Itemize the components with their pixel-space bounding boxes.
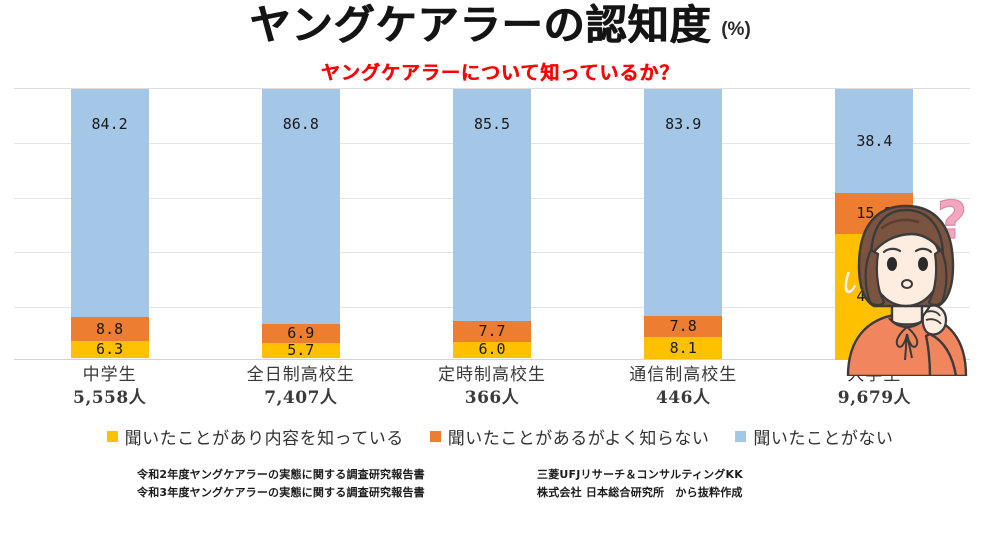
bar-value-label: 5.7	[287, 342, 315, 359]
bar-column: 85.5 7.7 6.0	[396, 89, 587, 360]
category-name: 中学生	[82, 365, 137, 385]
legend-swatch-icon	[429, 431, 441, 442]
bar-value-label: 6.0	[478, 341, 506, 358]
bar-segment[interactable]: 6.9	[261, 324, 340, 343]
footnote-source: 令和2年度ヤングケアラーの実態に関する調査研究報告書	[137, 468, 425, 481]
bar-group: 84.2 8.8 6.3 86.8 6.9 5.7 85.5 7.7 6.0 83.9 7.8 8.1…	[14, 89, 970, 360]
category-name: 全日制高校生	[246, 365, 355, 385]
bar-value-label: 84.2	[91, 115, 128, 133]
category-count: 366人	[464, 387, 520, 408]
category-count: 7,407人	[264, 387, 338, 408]
puzzled-girl-illustration: ?	[826, 190, 986, 378]
bar-segment[interactable]: 84.2	[70, 89, 149, 318]
bar-segment[interactable]: 7.8	[644, 316, 723, 338]
bar-segment[interactable]: 6.3	[70, 341, 149, 359]
stacked-bar[interactable]: 86.8 6.9 5.7	[261, 89, 340, 360]
category-count: 9,679人	[837, 387, 912, 408]
bar-value-label: 86.8	[282, 115, 319, 133]
bar-segment[interactable]: 5.7	[261, 342, 340, 359]
bar-segment[interactable]: 86.8	[261, 89, 340, 325]
bar-segment[interactable]: 85.5	[453, 89, 531, 321]
category-count: 5,558人	[72, 387, 147, 408]
bar-segment[interactable]: 8.1	[644, 337, 723, 360]
bar-value-label: 6.9	[287, 324, 315, 343]
bar-value-label: 6.3	[96, 341, 124, 359]
page-title: ヤングケアラーの認知度	[249, 1, 712, 49]
footnote-block: 令和2年度ヤングケアラーの実態に関する調査研究報告書 三菱UFJリサーチ＆コンサル…	[0, 466, 1000, 500]
footnote-organization: 株式会社 日本総合研究所 から抜粋作成	[537, 486, 743, 499]
category-name: 通信制高校生	[629, 365, 738, 385]
legend-item[interactable]: 聞いたことがない	[735, 424, 893, 449]
title-row: ヤングケアラーの認知度 (%)	[0, 1, 1000, 49]
unit-label: (%)	[721, 19, 751, 41]
category-name: 定時制高校生	[438, 365, 546, 385]
bar-column: 83.9 7.8 8.1	[588, 89, 779, 360]
plot-area: 84.2 8.8 6.3 86.8 6.9 5.7 85.5 7.7 6.0 83.9 7.8 8.1…	[14, 88, 970, 360]
bar-column: 84.2 8.8 6.3	[14, 89, 205, 360]
footnote-organization: 三菱UFJリサーチ＆コンサルティングKK	[537, 468, 743, 481]
bar-value-label: 83.9	[665, 115, 702, 133]
legend-label: 聞いたことがあるがよく知らない	[447, 429, 710, 449]
legend-item[interactable]: 聞いたことがあり内容を知っている	[106, 424, 404, 449]
bar-value-label: 85.5	[473, 115, 511, 133]
bar-value-label: 8.1	[669, 338, 697, 357]
category-axis: 中学生 5,558人 全日制高校生 7,407人 定時制高校生 366人 通信制高校生 446…	[14, 364, 970, 411]
category-label: 全日制高校生 7,407人	[205, 364, 396, 411]
legend-label: 聞いたことがあり内容を知っている	[124, 429, 404, 449]
bar-segment[interactable]: 6.0	[453, 341, 531, 358]
legend-item[interactable]: 聞いたことがあるがよく知らない	[429, 424, 710, 449]
legend-label: 聞いたことがない	[753, 429, 894, 449]
chart-subtitle: ヤングケアラーについて知っているか？	[320, 62, 680, 84]
footnote-line: 令和2年度ヤングケアラーの実態に関する調査研究報告書 三菱UFJリサーチ＆コンサル…	[137, 466, 863, 482]
legend-swatch-icon	[735, 431, 747, 442]
footnote-line: 令和3年度ヤングケアラーの実態に関する調査研究報告書 株式会社 日本総合研究所 か…	[137, 484, 863, 500]
bar-value-label: 8.8	[96, 319, 124, 338]
category-count: 446人	[655, 387, 711, 408]
category-label: 通信制高校生 446人	[588, 364, 779, 411]
chart-legend: 聞いたことがあり内容を知っている 聞いたことがあるがよく知らない 聞いたことがない	[0, 424, 1000, 449]
stacked-bar[interactable]: 85.5 7.7 6.0	[453, 89, 531, 360]
bar-segment[interactable]: 8.8	[70, 317, 149, 342]
legend-swatch-icon	[106, 431, 118, 442]
footnote-source: 令和3年度ヤングケアラーの実態に関する調査研究報告書	[137, 486, 425, 499]
bar-value-label: 7.7	[478, 321, 506, 340]
bar-segment[interactable]: 83.9	[644, 89, 723, 317]
bar-segment[interactable]: 38.4	[835, 89, 914, 194]
axis-baseline	[14, 359, 970, 360]
bar-value-label: 38.4	[856, 131, 893, 150]
bar-value-label: 7.8	[669, 317, 697, 336]
bar-segment[interactable]: 7.7	[453, 320, 531, 342]
stacked-bar[interactable]: 83.9 7.8 8.1	[644, 89, 723, 360]
stacked-bar[interactable]: 84.2 8.8 6.3	[70, 89, 149, 360]
bar-column: 86.8 6.9 5.7	[205, 89, 396, 360]
category-label: 定時制高校生 366人	[396, 364, 587, 411]
category-label: 中学生 5,558人	[14, 364, 205, 411]
